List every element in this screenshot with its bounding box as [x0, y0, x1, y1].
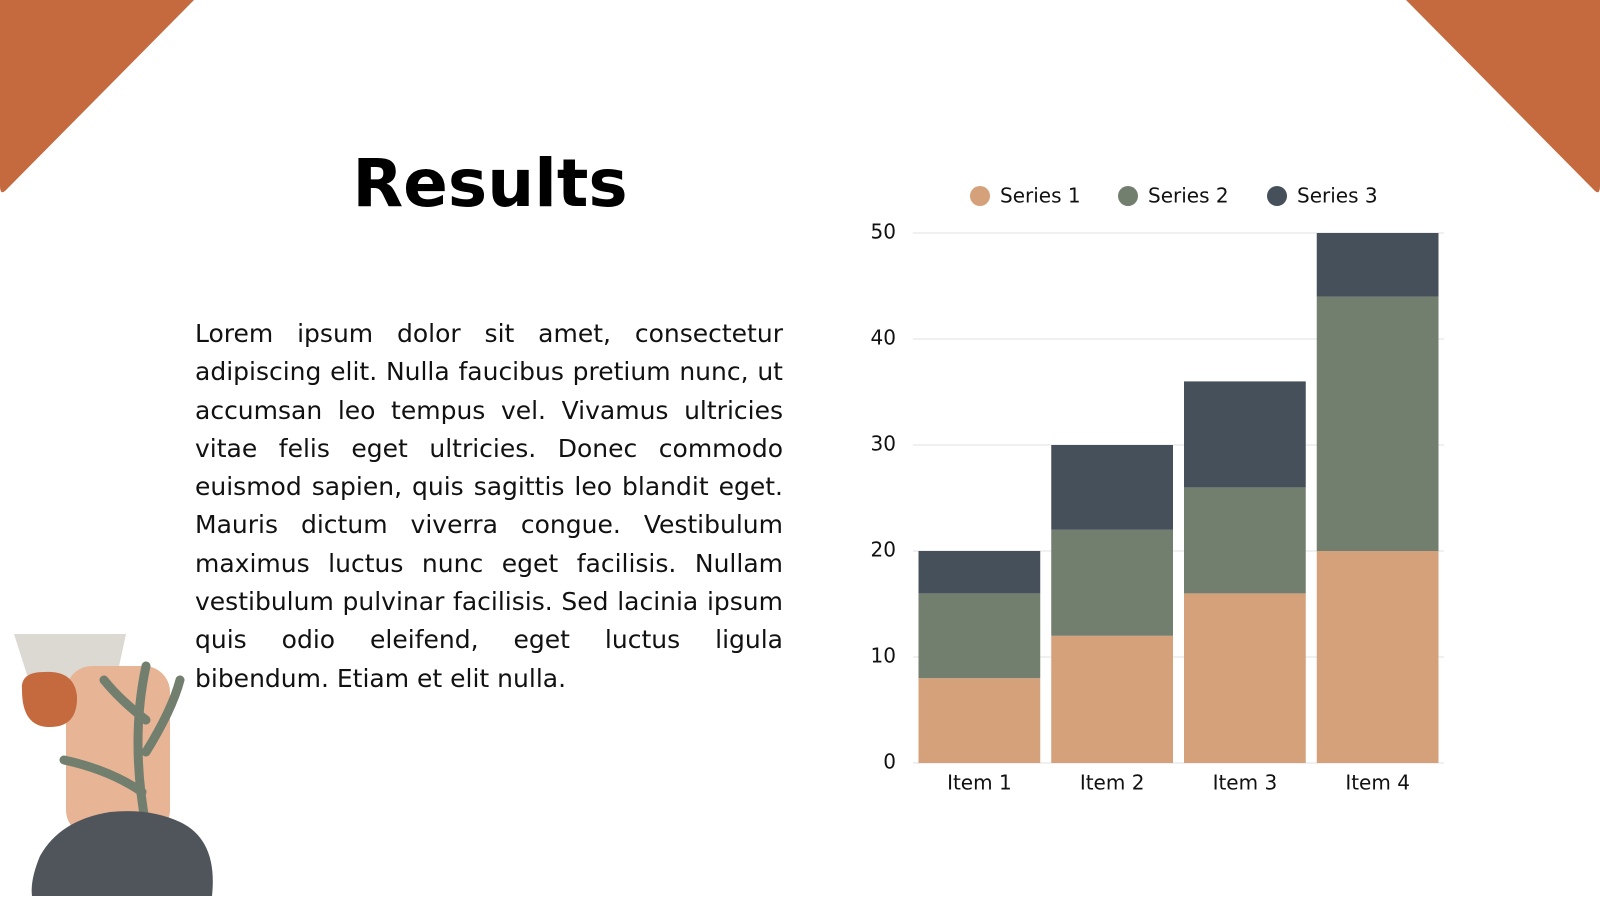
bar-segment: [918, 551, 1041, 594]
body-text: Lorem ipsum dolor sit amet, consectetur …: [195, 319, 783, 693]
legend-swatch: [970, 186, 990, 206]
bar-segment: [918, 593, 1041, 679]
slide-title: Results: [352, 145, 628, 222]
bar-segment: [1051, 529, 1173, 636]
bar-segment: [1184, 381, 1306, 488]
corner-decoration: [1406, 0, 1600, 193]
y-tick-label: 0: [883, 750, 896, 774]
plant-decoration: [21, 671, 78, 728]
legend-label: Series 2: [1148, 184, 1229, 208]
bar-segment: [918, 678, 1041, 763]
bar-segment: [1316, 233, 1439, 297]
plant-decoration: [59, 661, 185, 831]
x-tick-label: Item 3: [1213, 771, 1278, 795]
bar-segment: [1184, 487, 1306, 594]
bar-segment: [1184, 593, 1306, 763]
corner-decoration: [0, 0, 194, 193]
y-tick-label: 20: [871, 538, 896, 562]
legend-swatch: [1118, 186, 1138, 206]
bar-segment: [1051, 635, 1173, 763]
y-tick-label: 30: [871, 432, 896, 456]
y-tick-label: 50: [871, 220, 896, 244]
bar-segment: [1051, 445, 1173, 530]
plant-decoration: [31, 811, 213, 896]
legend-swatch: [1267, 186, 1287, 206]
x-tick-label: Item 2: [1080, 771, 1145, 795]
x-tick-label: Item 1: [947, 771, 1012, 795]
bar-segment: [1316, 296, 1439, 551]
y-tick-label: 40: [871, 326, 896, 350]
y-tick-label: 10: [871, 644, 896, 668]
legend-label: Series 3: [1297, 184, 1378, 208]
legend-label: Series 1: [1000, 184, 1081, 208]
bar-segment: [1316, 551, 1439, 763]
x-tick-label: Item 4: [1345, 771, 1410, 795]
